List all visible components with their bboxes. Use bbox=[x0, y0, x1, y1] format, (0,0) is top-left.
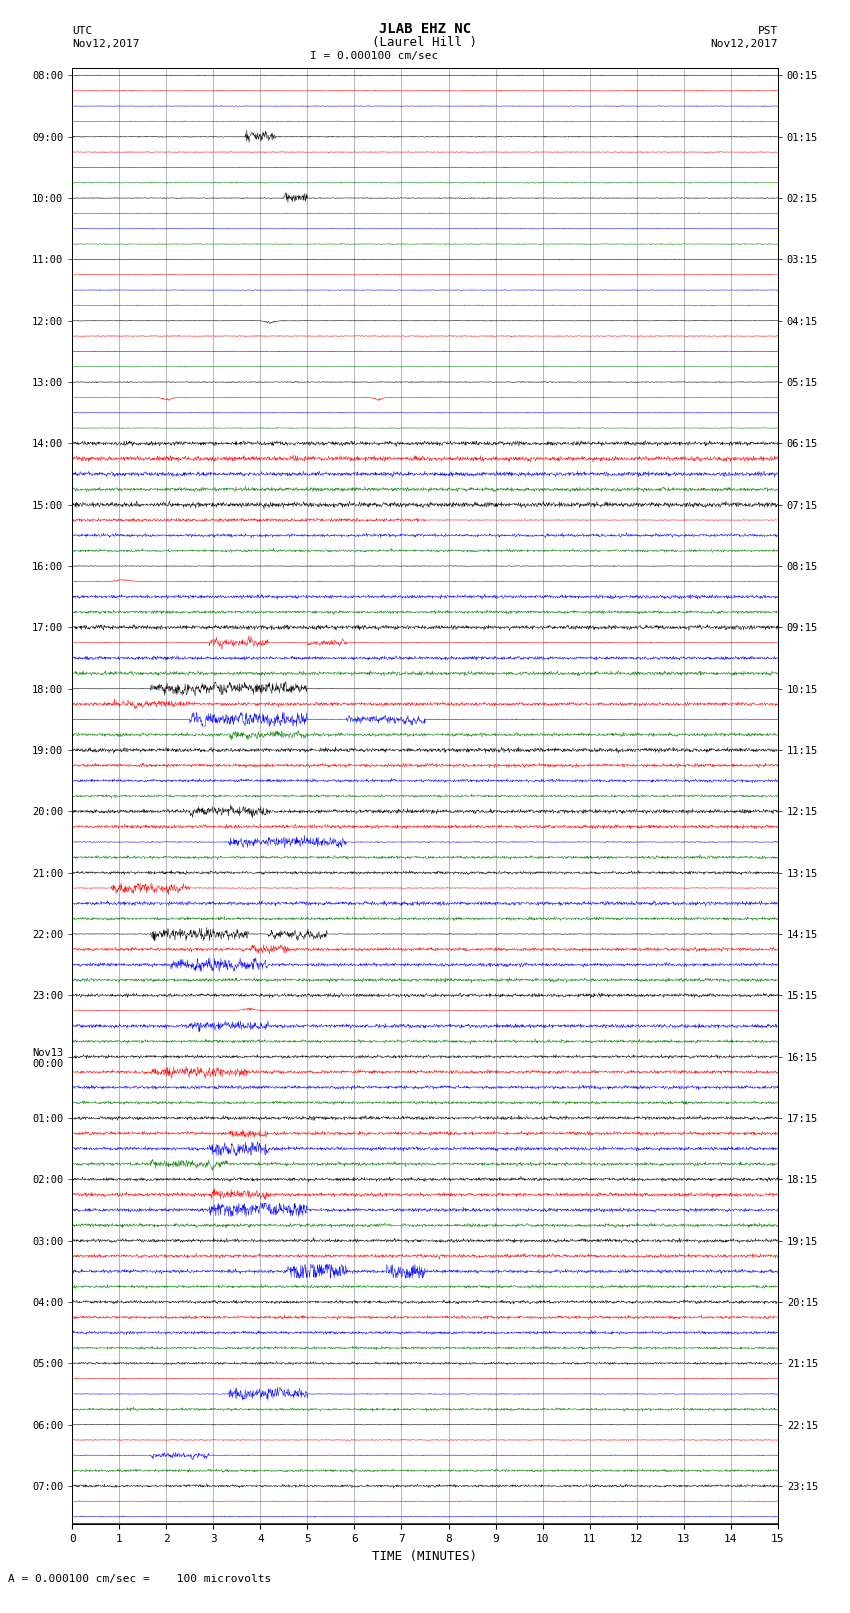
Text: A = 0.000100 cm/sec =    100 microvolts: A = 0.000100 cm/sec = 100 microvolts bbox=[8, 1574, 272, 1584]
Text: Nov12,2017: Nov12,2017 bbox=[72, 39, 139, 50]
Text: I = 0.000100 cm/sec: I = 0.000100 cm/sec bbox=[310, 52, 439, 61]
Text: JLAB EHZ NC: JLAB EHZ NC bbox=[379, 23, 471, 37]
Text: (Laurel Hill ): (Laurel Hill ) bbox=[372, 35, 478, 50]
Text: UTC: UTC bbox=[72, 26, 93, 37]
Text: PST: PST bbox=[757, 26, 778, 37]
Text: Nov12,2017: Nov12,2017 bbox=[711, 39, 778, 50]
X-axis label: TIME (MINUTES): TIME (MINUTES) bbox=[372, 1550, 478, 1563]
